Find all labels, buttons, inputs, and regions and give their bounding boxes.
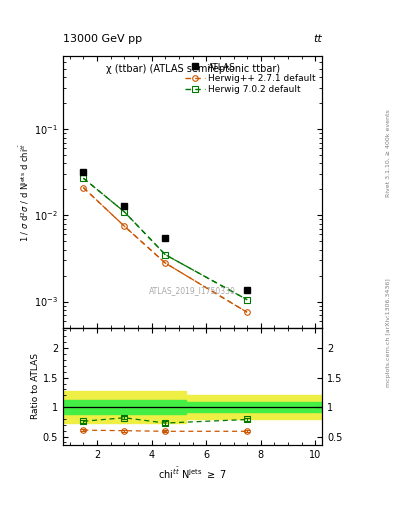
X-axis label: chi$^{t\bar{t}}$ N$^{\mathrm{jets}}$ $\geq$ 7: chi$^{t\bar{t}}$ N$^{\mathrm{jets}}$ $\g… (158, 466, 227, 481)
Text: ATLAS_2019_I1750330: ATLAS_2019_I1750330 (149, 286, 236, 295)
Line: Herwig++ 2.7.1 default: Herwig++ 2.7.1 default (81, 185, 250, 315)
Text: Rivet 3.1.10, ≥ 400k events: Rivet 3.1.10, ≥ 400k events (386, 110, 391, 198)
Herwig++ 2.7.1 default (245, 309, 250, 315)
Y-axis label: Ratio to ATLAS: Ratio to ATLAS (31, 353, 40, 419)
Text: tt: tt (314, 33, 322, 44)
Text: χ (ttbar) (ATLAS semileptonic ttbar): χ (ttbar) (ATLAS semileptonic ttbar) (105, 65, 280, 74)
Herwig++ 2.7.1 default (122, 223, 127, 229)
Herwig 7.0.2 default (81, 175, 86, 181)
Text: 13000 GeV pp: 13000 GeV pp (63, 33, 142, 44)
Line: Herwig 7.0.2 default: Herwig 7.0.2 default (81, 176, 250, 303)
Legend: ATLAS, Herwig++ 2.7.1 default, Herwig 7.0.2 default: ATLAS, Herwig++ 2.7.1 default, Herwig 7.… (183, 61, 318, 96)
Herwig 7.0.2 default (163, 251, 168, 258)
Herwig++ 2.7.1 default (81, 184, 86, 190)
Herwig 7.0.2 default (245, 296, 250, 303)
Text: mcplots.cern.ch [arXiv:1306.3436]: mcplots.cern.ch [arXiv:1306.3436] (386, 279, 391, 387)
Herwig++ 2.7.1 default (163, 260, 168, 266)
Y-axis label: 1 / $\sigma$ d$^{2}$$\sigma$ / d N$^{\mathrm{jets}}$ d chi$^{t\bar{t}}$: 1 / $\sigma$ d$^{2}$$\sigma$ / d N$^{\ma… (18, 142, 31, 242)
Herwig 7.0.2 default (122, 209, 127, 215)
